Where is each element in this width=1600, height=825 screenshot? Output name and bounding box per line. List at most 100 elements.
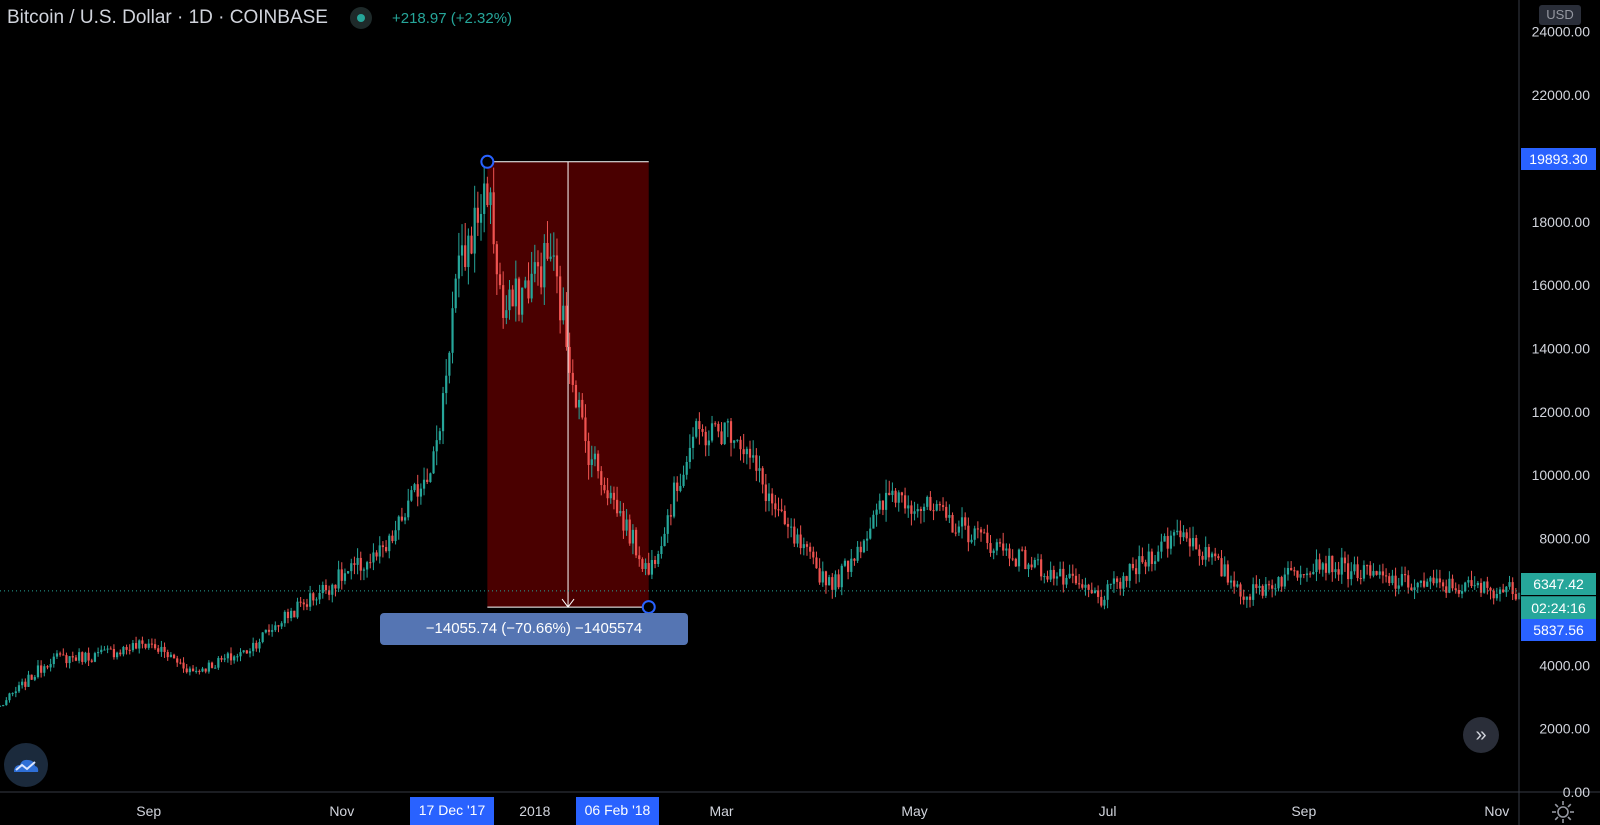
candle-body (1470, 580, 1473, 586)
gear-icon[interactable] (1551, 800, 1575, 824)
candle-body (429, 473, 432, 482)
candle-body (1369, 565, 1372, 576)
candle-body (989, 543, 992, 553)
candle-body (1362, 565, 1366, 579)
candle-body (1087, 584, 1090, 590)
candle-body (413, 484, 416, 491)
candle-body (391, 535, 394, 542)
candle-body (321, 584, 324, 594)
bar-countdown-badge: 02:24:16 (1521, 596, 1596, 619)
candle-body (14, 691, 17, 694)
candle-body (328, 590, 331, 595)
double-chevron-right-icon[interactable]: » (1463, 717, 1499, 753)
candle-body (1324, 563, 1328, 573)
candle-body (1422, 580, 1426, 587)
candle-body (612, 492, 616, 500)
candle-body (1021, 549, 1024, 551)
candle-body (1252, 584, 1255, 600)
candle-body (815, 557, 818, 569)
candle-body (1176, 530, 1179, 533)
candle-body (736, 439, 739, 441)
time-axis[interactable]: Sep Nov 2018 Mar May Jul Sep Nov (136, 803, 1509, 819)
candle-body (964, 517, 967, 526)
symbol-title[interactable]: Bitcoin / U.S. Dollar · 1D · COINBASE (7, 7, 328, 28)
candle-body (1492, 590, 1495, 599)
candle-body (869, 528, 872, 539)
candle-body (1093, 590, 1097, 594)
candle-body (1467, 580, 1470, 583)
candle-body (647, 563, 650, 575)
candle-body (1182, 532, 1185, 538)
candle-body (337, 569, 340, 589)
candle-body (960, 517, 964, 527)
candle-body (590, 459, 593, 466)
candle-body (745, 448, 748, 455)
candle-body (1226, 564, 1229, 583)
candle-body (226, 653, 229, 659)
candle-body (157, 648, 160, 652)
candle-body (666, 515, 669, 534)
candle-body (1002, 543, 1005, 551)
candle-body (834, 574, 837, 590)
candle-body (919, 509, 922, 511)
candle-body (774, 503, 777, 510)
candle-body (1078, 583, 1081, 585)
candle-body (378, 545, 381, 557)
candle-body (483, 183, 486, 214)
candle-body (188, 668, 191, 673)
candle-body (926, 496, 929, 507)
candle-body (1141, 556, 1144, 563)
candle-body (163, 646, 166, 653)
candle-body (134, 643, 138, 649)
candle-body (1128, 563, 1131, 581)
candle-body (1441, 582, 1445, 587)
y-tick-label: 22000.00 (1532, 87, 1591, 103)
candle-body (897, 492, 900, 503)
candle-body (941, 505, 945, 507)
y-tick-label: 2000.00 (1539, 721, 1590, 737)
candle-body (1286, 568, 1290, 575)
candle-body (783, 510, 786, 525)
candle-body (945, 506, 948, 518)
candle-body (597, 453, 600, 472)
candle-body (36, 665, 40, 678)
candle-body (1027, 564, 1030, 570)
candle-body (1024, 549, 1027, 570)
price-axis[interactable]: 0.00 2000.00 4000.00 8000.00 10000.00 12000.0… (1532, 24, 1591, 800)
candle-body (1017, 549, 1021, 567)
candle-body (853, 558, 856, 561)
candle-body (65, 655, 68, 664)
candle-body (1258, 585, 1261, 588)
candle-body (334, 584, 337, 589)
candle-body (33, 677, 36, 680)
candle-body (1033, 559, 1036, 568)
candle-body (1008, 548, 1011, 559)
currency-label[interactable]: USD (1539, 5, 1581, 25)
candle-body (685, 461, 688, 475)
candle-body (293, 610, 296, 618)
candle-body (315, 599, 318, 601)
candle-body (938, 504, 941, 506)
candle-body (878, 500, 881, 510)
candle-body (138, 640, 141, 649)
candle-body (46, 666, 49, 668)
candle-body (530, 273, 533, 299)
candle-body (571, 372, 574, 385)
candle-body (1359, 578, 1362, 580)
candle-body (350, 563, 353, 572)
end-date-badge: 06 Feb '18 (576, 797, 659, 825)
measure-arrow-head (561, 598, 575, 608)
candle-body (688, 447, 691, 462)
candle-body (726, 421, 729, 423)
candle-body (356, 557, 359, 565)
candle-body (43, 666, 46, 673)
tradingview-cloud-logo-icon[interactable] (4, 743, 48, 787)
candle-body (479, 213, 483, 223)
candle-body (1514, 594, 1517, 600)
candle-body (245, 650, 248, 654)
candle-body (609, 492, 612, 499)
candle-body (160, 646, 163, 652)
candle-body (581, 399, 584, 418)
candle-body (840, 565, 843, 588)
